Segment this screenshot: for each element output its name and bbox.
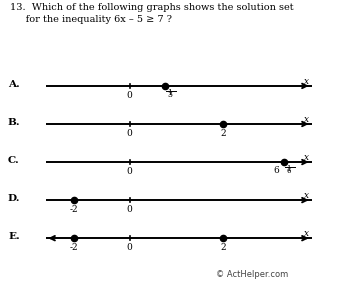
Text: 0: 0	[127, 129, 132, 138]
Text: 2: 2	[220, 129, 226, 138]
Text: -2: -2	[69, 205, 78, 214]
Text: 2: 2	[220, 243, 226, 252]
Text: x: x	[303, 191, 309, 200]
Text: 6: 6	[286, 167, 291, 175]
Text: -2: -2	[69, 243, 78, 252]
Text: 1: 1	[286, 165, 291, 173]
Text: B.: B.	[8, 118, 20, 127]
Text: E.: E.	[8, 232, 20, 241]
Text: 0: 0	[127, 91, 132, 100]
Text: x: x	[303, 229, 309, 238]
Text: 1: 1	[167, 89, 172, 97]
Text: D.: D.	[8, 194, 20, 203]
Text: 6: 6	[274, 166, 279, 175]
Text: © ActHelper.com: © ActHelper.com	[216, 270, 288, 279]
Text: x: x	[303, 77, 309, 86]
Text: 3: 3	[167, 91, 172, 99]
Text: 0: 0	[127, 243, 132, 252]
Text: 0: 0	[127, 205, 132, 214]
Text: 13.  Which of the following graphs shows the solution set
     for the inequalit: 13. Which of the following graphs shows …	[10, 3, 294, 24]
Text: A.: A.	[8, 80, 20, 89]
Text: 0: 0	[127, 167, 132, 176]
Text: C.: C.	[8, 156, 20, 165]
Text: x: x	[303, 115, 309, 124]
Text: x: x	[303, 153, 309, 162]
